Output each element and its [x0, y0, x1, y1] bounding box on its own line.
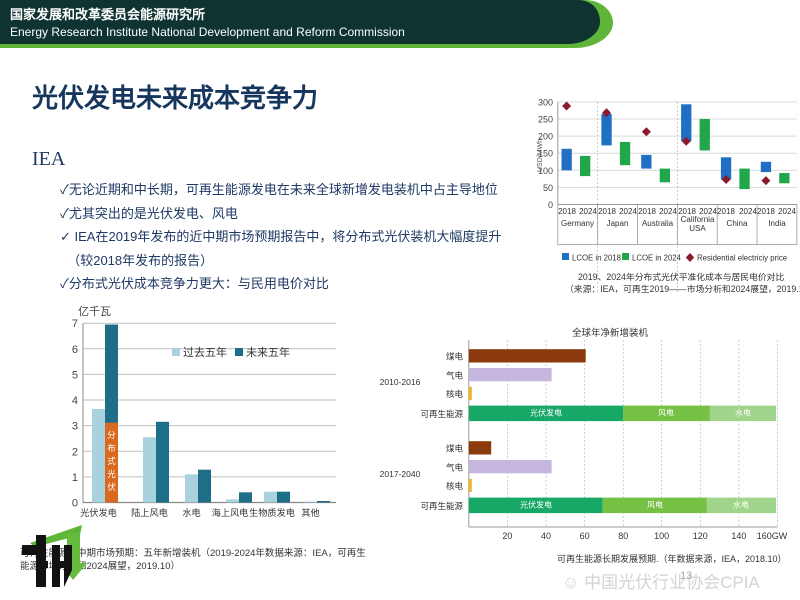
- svg-text:风电: 风电: [658, 408, 674, 418]
- svg-text:核电: 核电: [446, 389, 464, 399]
- svg-text:核电: 核电: [446, 481, 464, 491]
- svg-text:煤电: 煤电: [446, 352, 464, 362]
- svg-text:60: 60: [580, 531, 590, 541]
- svg-text:160GW: 160GW: [757, 531, 788, 541]
- svg-text:100: 100: [654, 531, 669, 541]
- svg-text:80: 80: [618, 531, 628, 541]
- svg-text:煤电: 煤电: [446, 444, 464, 454]
- svg-text:可再生能源: 可再生能源: [420, 501, 463, 511]
- svg-text:光伏发电: 光伏发电: [520, 500, 552, 510]
- svg-text:气电: 气电: [446, 370, 464, 380]
- svg-text:可再生能源: 可再生能源: [420, 409, 463, 419]
- svg-text:40: 40: [541, 531, 551, 541]
- svg-text:20: 20: [502, 531, 512, 541]
- svg-text:水电: 水电: [733, 500, 749, 510]
- svg-text:水电: 水电: [735, 408, 751, 418]
- svg-text:120: 120: [693, 531, 708, 541]
- svg-text:光伏发电: 光伏发电: [530, 408, 562, 418]
- svg-text:风电: 风电: [647, 500, 663, 510]
- svg-text:2017-2040: 2017-2040: [380, 469, 421, 479]
- svg-text:全球年净新增装机: 全球年净新增装机: [572, 327, 649, 339]
- svg-text:气电: 气电: [446, 462, 464, 472]
- svg-text:140: 140: [731, 531, 746, 541]
- svg-text:2010-2016: 2010-2016: [380, 377, 421, 387]
